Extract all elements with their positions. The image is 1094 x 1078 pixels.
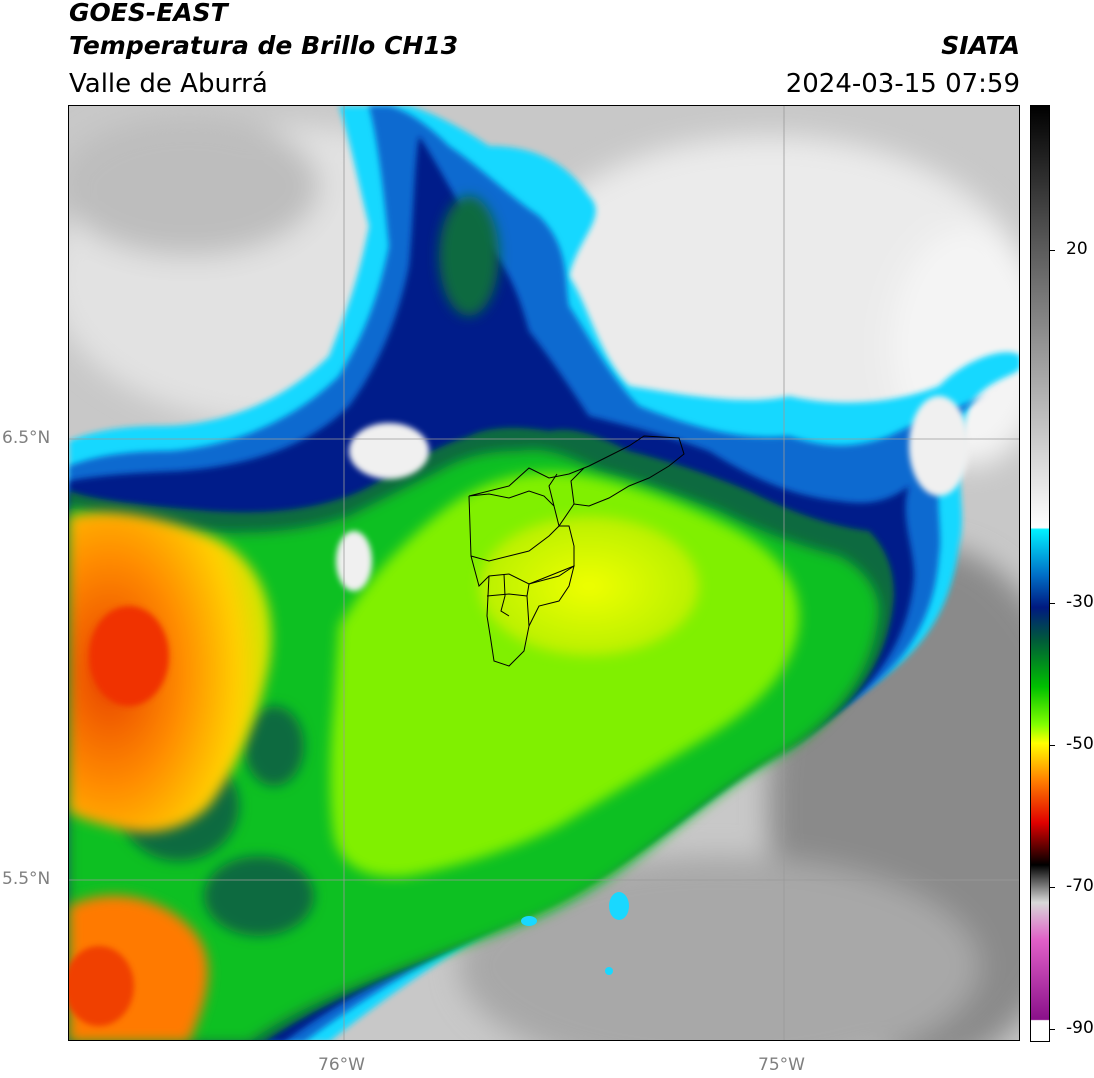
mid-area-bottom: [459, 856, 979, 1040]
boundary-south: [486, 575, 530, 667]
red-spot-left: [89, 606, 169, 706]
lon-label-75: 75°W: [758, 1055, 805, 1075]
brightness-temperature-field: [69, 106, 1019, 1040]
colorbar-tick-neg90: -90: [1066, 1018, 1094, 1038]
warm-region-left: [69, 512, 272, 832]
boundary-divider-1: [548, 473, 558, 507]
dark-green-blob-2: [244, 706, 304, 786]
region-label: Valle de Aburrá: [69, 69, 268, 99]
dark-green-blob-3: [204, 856, 314, 936]
gridlines: [69, 106, 1019, 1040]
municipal-boundaries: [468, 435, 685, 667]
colorbar-tick-neg50: -50: [1066, 734, 1094, 754]
red-spot-bottom-left: [69, 946, 134, 1026]
colorbar-tick-mark-neg90: [1050, 1029, 1055, 1030]
colorbar-tick-mark-neg50: [1050, 745, 1055, 746]
boundary-divider-2: [570, 467, 585, 505]
boundary-divider-3: [470, 525, 560, 562]
clear-hole-1: [349, 423, 429, 479]
lat-label-6-5: 6.5°N: [2, 428, 51, 448]
temperature-colorbar: [1030, 105, 1050, 1042]
light-area-top-right: [509, 136, 1019, 456]
satellite-title: GOES-EAST: [69, 0, 228, 27]
boundary-north: [468, 435, 685, 528]
organization-label: SIATA: [941, 31, 1020, 60]
dark-green-blob-4: [439, 196, 499, 316]
boundary-divider-4: [486, 593, 528, 597]
product-title: Temperatura de Brillo CH13: [69, 31, 459, 60]
clear-hole-2: [336, 531, 372, 591]
cloud-yellow-core: [479, 516, 699, 656]
cyan-patch-3: [605, 967, 613, 975]
lon-label-76: 76°W: [318, 1055, 365, 1075]
cyan-patch-2: [521, 916, 537, 926]
gray-area-top-left: [69, 116, 319, 256]
colorbar-tick-mark-neg30: [1050, 603, 1055, 604]
colorbar-gradient: [1031, 106, 1049, 1041]
timestamp-label: 2024-03-15 07:59: [785, 69, 1020, 99]
colorbar-tick-mark-20: [1050, 250, 1055, 251]
colorbar-fill: [1031, 106, 1049, 1041]
boundary-southeast: [528, 565, 575, 627]
lat-label-5-5: 5.5°N: [2, 869, 51, 889]
colorbar-tick-neg30: -30: [1066, 592, 1094, 612]
satellite-map: [68, 105, 1020, 1041]
colorbar-tick-neg70: -70: [1066, 876, 1094, 896]
colorbar-tick-mark-neg70: [1050, 887, 1055, 888]
boundary-divider-5: [500, 573, 510, 617]
colorbar-tick-20: 20: [1066, 239, 1088, 259]
clear-hole-3: [909, 396, 969, 496]
cyan-patch-1: [609, 892, 629, 920]
